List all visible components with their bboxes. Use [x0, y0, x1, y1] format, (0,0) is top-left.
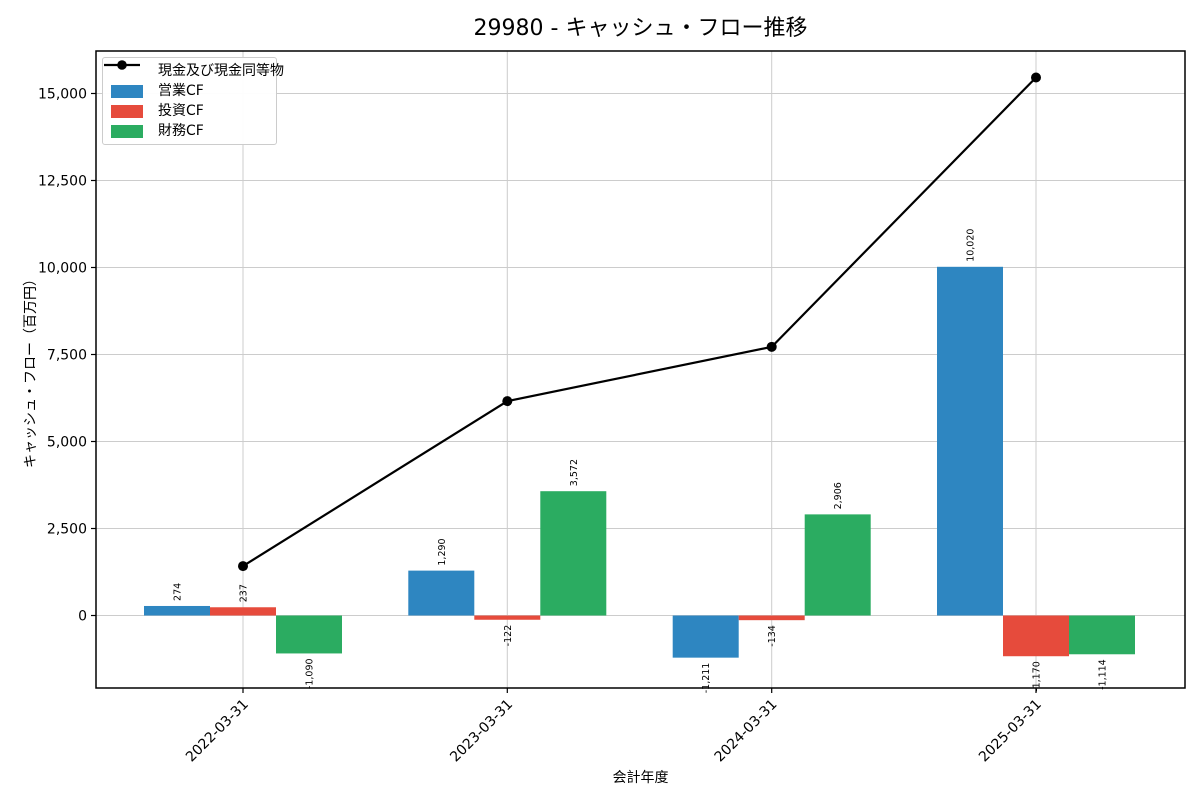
- bar-operating-cf-2025-03-31: [937, 266, 1003, 616]
- y-tick-label: 12,500: [38, 173, 87, 189]
- x-axis-label: 会計年度: [612, 770, 669, 786]
- bar-label-investing-cf-2023-03-31: -122: [503, 625, 514, 647]
- bar-operating-cf-2023-03-31: [408, 570, 475, 616]
- chart-title: 29980 - キャッシュ・フロー推移: [473, 16, 808, 41]
- y-tick-label: 7,500: [47, 348, 87, 364]
- bar-investing-cf-2024-03-31: [738, 615, 805, 621]
- axes-spines: [95, 50, 1186, 689]
- legend-item-operating-cf: 営業CF: [111, 81, 276, 101]
- legend-item-financing-cf: 財務CF: [111, 121, 276, 141]
- bar-label-operating-cf-2024-03-31: -1,211: [701, 663, 712, 694]
- bar-label-financing-cf-2024-03-31: 2,906: [833, 482, 844, 509]
- y-tick-label: 5,000: [47, 435, 87, 451]
- bar-investing-cf-2025-03-31: [1003, 615, 1069, 657]
- y-axis-label: キャッシュ・フロー（百万円）: [23, 272, 39, 468]
- bar-financing-cf-2022-03-31: [276, 615, 342, 654]
- bar-operating-cf-2024-03-31: [672, 615, 739, 658]
- cash-line-marker-2022-03-31: [238, 561, 248, 572]
- bar-financing-cf-2023-03-31: [540, 491, 607, 616]
- legend-swatch-financing-cf: [111, 124, 149, 138]
- y-tick-label: 10,000: [38, 260, 87, 276]
- cash-line-marker-2025-03-31: [1031, 72, 1041, 83]
- bar-label-operating-cf-2022-03-31: 274: [173, 583, 184, 601]
- cash-line-marker-2024-03-31: [766, 341, 777, 352]
- legend: 現金及び現金同等物 営業CF 投資CF 財務CF: [102, 57, 284, 145]
- x-tick-label: 2024-03-31: [712, 697, 781, 766]
- bar-label-investing-cf-2022-03-31: 237: [239, 584, 250, 602]
- legend-label-cash-equivalents: 現金及び現金同等物: [158, 63, 284, 79]
- bar-financing-cf-2024-03-31: [804, 514, 871, 616]
- bar-label-financing-cf-2023-03-31: 3,572: [569, 459, 580, 486]
- legend-label-investing-cf: 投資CF: [158, 103, 204, 119]
- bar-label-investing-cf-2024-03-31: -134: [767, 625, 778, 647]
- bar-label-financing-cf-2022-03-31: -1,090: [305, 658, 316, 689]
- legend-label-financing-cf: 財務CF: [158, 123, 204, 139]
- bar-label-investing-cf-2025-03-31: -1,170: [1032, 661, 1043, 692]
- x-tick-label: 2023-03-31: [447, 697, 516, 766]
- bar-label-financing-cf-2025-03-31: -1,114: [1098, 659, 1109, 690]
- x-tick-label: 2022-03-31: [183, 697, 252, 766]
- legend-swatch-operating-cf: [111, 84, 149, 98]
- bar-financing-cf-2025-03-31: [1069, 615, 1135, 655]
- bar-operating-cf-2022-03-31: [144, 605, 210, 616]
- legend-item-investing-cf: 投資CF: [111, 101, 276, 121]
- legend-item-cash-equivalents: 現金及び現金同等物: [104, 60, 284, 81]
- bar-label-operating-cf-2025-03-31: 10,020: [966, 229, 977, 262]
- cash-line-marker-2023-03-31: [502, 396, 513, 407]
- y-tick-label: 15,000: [38, 86, 87, 102]
- cash-line: [242, 76, 1037, 568]
- y-tick-label: 0: [78, 609, 87, 625]
- bar-label-operating-cf-2023-03-31: 1,290: [437, 538, 448, 565]
- y-tick-label: 2,500: [47, 522, 87, 538]
- bar-investing-cf-2023-03-31: [474, 615, 541, 620]
- legend-swatch-investing-cf: [111, 104, 149, 118]
- bar-investing-cf-2022-03-31: [210, 607, 276, 616]
- x-tick-label: 2025-03-31: [976, 697, 1045, 766]
- legend-label-operating-cf: 営業CF: [158, 83, 204, 99]
